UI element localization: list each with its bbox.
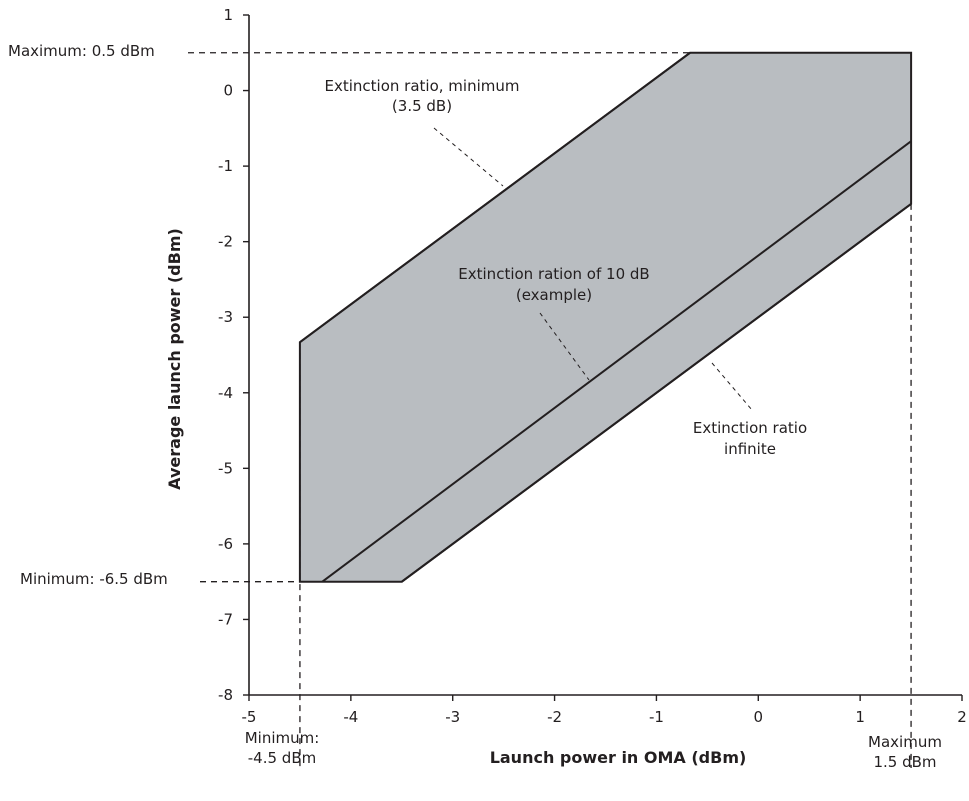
x-min-label: Minimum: -4.5 dBm xyxy=(245,729,320,767)
fill-layer xyxy=(298,51,913,583)
leader-er-min xyxy=(433,127,504,187)
feasible-region xyxy=(298,51,913,583)
y-tick-label: -5 xyxy=(218,459,233,477)
y-tick-label: -2 xyxy=(218,233,233,251)
series-line-3 xyxy=(401,203,912,583)
y-tick-label: -3 xyxy=(218,308,233,326)
y-tick-label: 1 xyxy=(223,6,233,24)
er-inf-label: Extinction ratio infinite xyxy=(693,419,807,458)
y-max-label: Maximum: 0.5 dBm xyxy=(8,42,155,60)
y-tick-label: -6 xyxy=(218,535,233,553)
y-tick-label: -7 xyxy=(218,610,233,628)
leader-er-inf xyxy=(711,362,753,411)
x-tick-label: -5 xyxy=(242,708,257,726)
x-tick-label: 1 xyxy=(855,708,865,726)
y-tick-label: -4 xyxy=(218,384,233,402)
annotation-layer: Maximum: 0.5 dBm Minimum: -6.5 dBm Minimum… xyxy=(8,42,942,771)
series-line-2 xyxy=(321,140,912,583)
series-line-1 xyxy=(299,51,691,344)
er-10-label: Extinction ration of 10 dB (example) xyxy=(458,265,649,304)
x-axis-label: Launch power in OMA (dBm) xyxy=(490,748,747,767)
y-tick-label: -8 xyxy=(218,686,233,704)
guide-layer xyxy=(188,52,912,768)
x-tick-label: -3 xyxy=(445,708,460,726)
x-tick-label: -4 xyxy=(343,708,358,726)
axes-layer xyxy=(248,15,962,696)
series-layer xyxy=(299,51,912,583)
x-tick-label: -1 xyxy=(649,708,664,726)
y-min-label: Minimum: -6.5 dBm xyxy=(20,570,168,588)
tick-layer: -5 -4 -3 -2 -1 0 1 2 1 0 -1 -2 -3 -4 -5 -6 -7 -8 xyxy=(218,6,967,726)
y-tick-label: -1 xyxy=(218,157,233,175)
leader-er-10 xyxy=(539,312,590,381)
x-tick-label: 2 xyxy=(957,708,967,726)
y-tick-label: 0 xyxy=(223,82,233,100)
x-tick-label: 0 xyxy=(754,708,764,726)
er-min-label: Extinction ratio, minimum (3.5 dB) xyxy=(325,77,520,115)
x-max-label: Maximum 1.5 dBm xyxy=(868,733,942,771)
x-tick-label: -2 xyxy=(547,708,562,726)
y-axis-label: Average launch power (dBm) xyxy=(165,228,184,490)
